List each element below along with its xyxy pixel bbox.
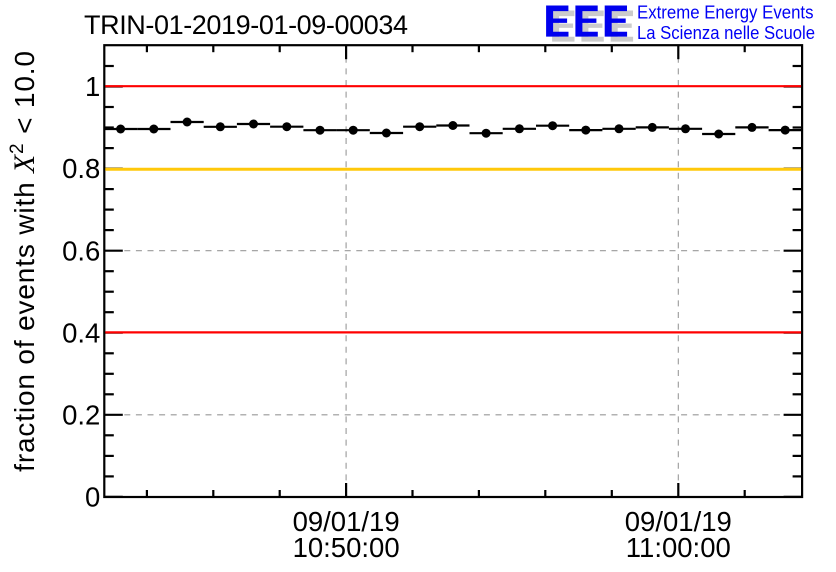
svg-text:1: 1 xyxy=(85,71,100,102)
svg-text:0.6: 0.6 xyxy=(62,235,100,266)
svg-text:fraction of events with X2 < 1: fraction of events with X2 < 10.0 xyxy=(7,50,41,472)
svg-text:TRIN-01-2019-01-09-00034: TRIN-01-2019-01-09-00034 xyxy=(84,10,408,40)
svg-text:0.4: 0.4 xyxy=(62,317,100,348)
svg-text:0: 0 xyxy=(85,482,100,513)
svg-text:10:50:00: 10:50:00 xyxy=(293,532,400,563)
svg-text:La Scienza nelle Scuole: La Scienza nelle Scuole xyxy=(637,22,815,43)
svg-text:09/01/19: 09/01/19 xyxy=(293,506,400,537)
svg-text:0.8: 0.8 xyxy=(62,153,100,184)
svg-text:09/01/19: 09/01/19 xyxy=(625,506,732,537)
svg-text:11:00:00: 11:00:00 xyxy=(626,532,731,563)
svg-text:Extreme Energy Events: Extreme Energy Events xyxy=(637,2,814,23)
svg-text:0.2: 0.2 xyxy=(62,399,100,430)
